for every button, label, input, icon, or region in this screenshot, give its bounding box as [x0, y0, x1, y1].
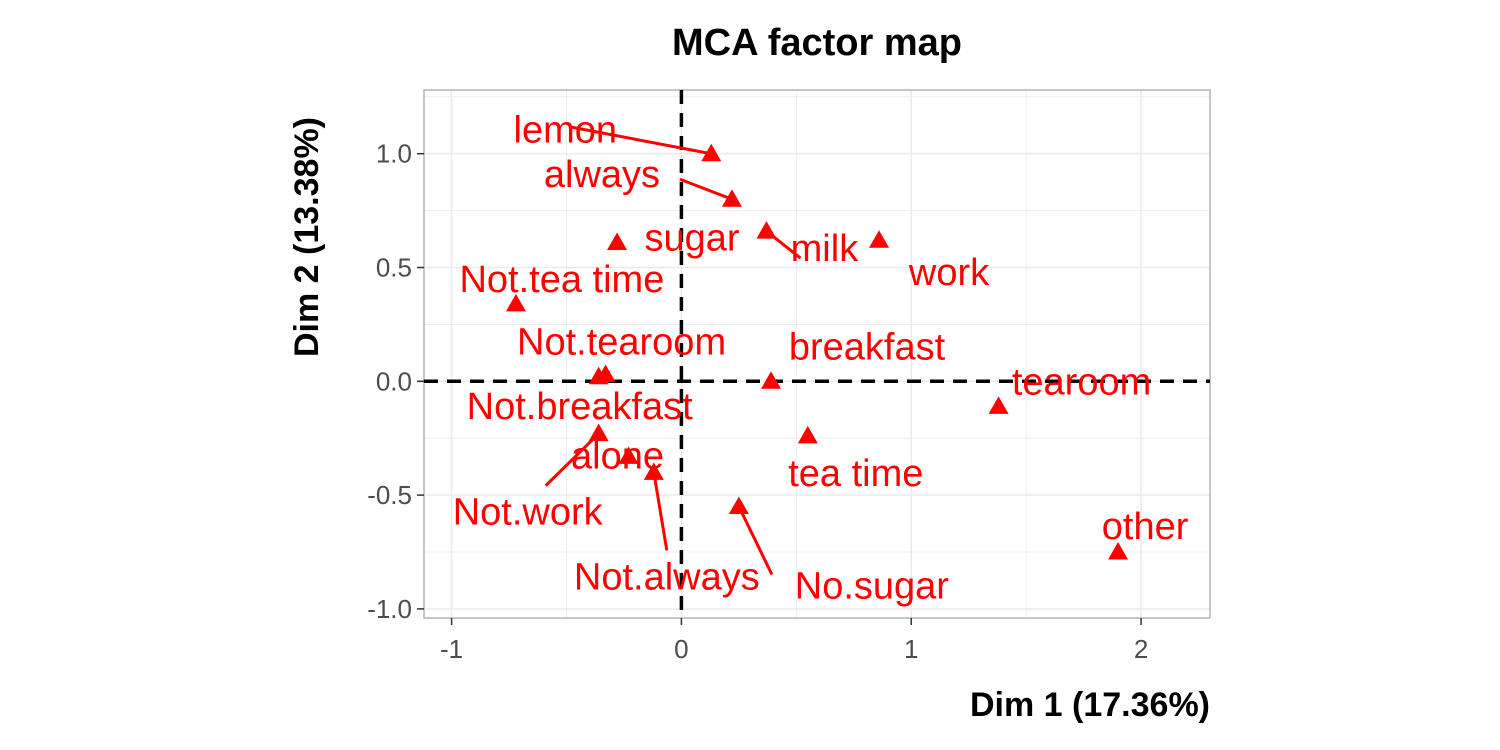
point-work: [869, 230, 890, 248]
label-not-work: Not.work: [453, 492, 604, 534]
label-always: always: [544, 154, 660, 196]
point-not-work: [588, 423, 609, 442]
label-no-sugar: No.sugar: [795, 565, 950, 607]
y-tick-label: -0.5: [367, 480, 412, 510]
point-milk: [756, 221, 777, 239]
point-tea-time: [797, 425, 818, 444]
label-not-always: Not.always: [574, 556, 760, 598]
panel-border: [423, 89, 1211, 619]
point-breakfast: [761, 371, 782, 389]
chart-title: MCA factor map: [672, 22, 962, 64]
label-tearoom: tearoom: [1012, 361, 1151, 403]
x-tick-label: 1: [904, 634, 918, 664]
leader-not-work: [544, 432, 600, 487]
data-points: [505, 143, 1129, 560]
y-tick-label: 0.0: [376, 366, 412, 396]
y-tick-label: 0.5: [376, 253, 412, 283]
label-other: other: [1102, 506, 1189, 548]
leader-lemon: [569, 125, 712, 156]
point-not-always: [643, 462, 664, 480]
y-axis-ticks: -1.0 -0.5 0.0 0.5 1.0: [367, 139, 424, 624]
label-work: work: [908, 252, 990, 294]
point-other: [1108, 542, 1129, 560]
leader-always: [679, 177, 733, 201]
grid: [424, 90, 1210, 618]
x-tick-label: 0: [674, 634, 688, 664]
label-alone: alone: [571, 435, 664, 477]
point-not-tea-time: [505, 293, 526, 312]
leader-not-always: [652, 472, 669, 551]
point-always: [721, 189, 742, 207]
y-axis-title: Dim 2 (13.38%): [288, 117, 326, 357]
point-tearoom: [988, 396, 1009, 414]
label-not-breakfast: Not.breakfast: [467, 386, 693, 428]
point-alone: [618, 446, 639, 464]
label-breakfast: breakfast: [789, 326, 946, 368]
x-axis-ticks: -1 0 1 2: [440, 618, 1148, 664]
label-tea-time: tea time: [788, 453, 923, 495]
point-no-sugar: [728, 496, 749, 514]
y-tick-label: -1.0: [367, 594, 412, 624]
label-not-tearoom: Not.tearoom: [517, 321, 726, 363]
label-not-tea-time: Not.tea time: [459, 259, 664, 301]
label-sugar: sugar: [645, 217, 740, 259]
label-lemon: lemon: [514, 110, 618, 152]
point-sugar: [607, 232, 628, 250]
point-lemon: [701, 143, 722, 162]
x-tick-label: 2: [1134, 634, 1148, 664]
x-tick-label: -1: [440, 634, 463, 664]
point-not-breakfast: [588, 366, 609, 385]
x-axis-title: Dim 1 (17.36%): [970, 686, 1210, 724]
reference-lines: [424, 90, 1210, 618]
y-tick-label: 1.0: [376, 139, 412, 169]
leader-no-sugar: [737, 505, 774, 576]
label-milk: milk: [791, 228, 860, 270]
